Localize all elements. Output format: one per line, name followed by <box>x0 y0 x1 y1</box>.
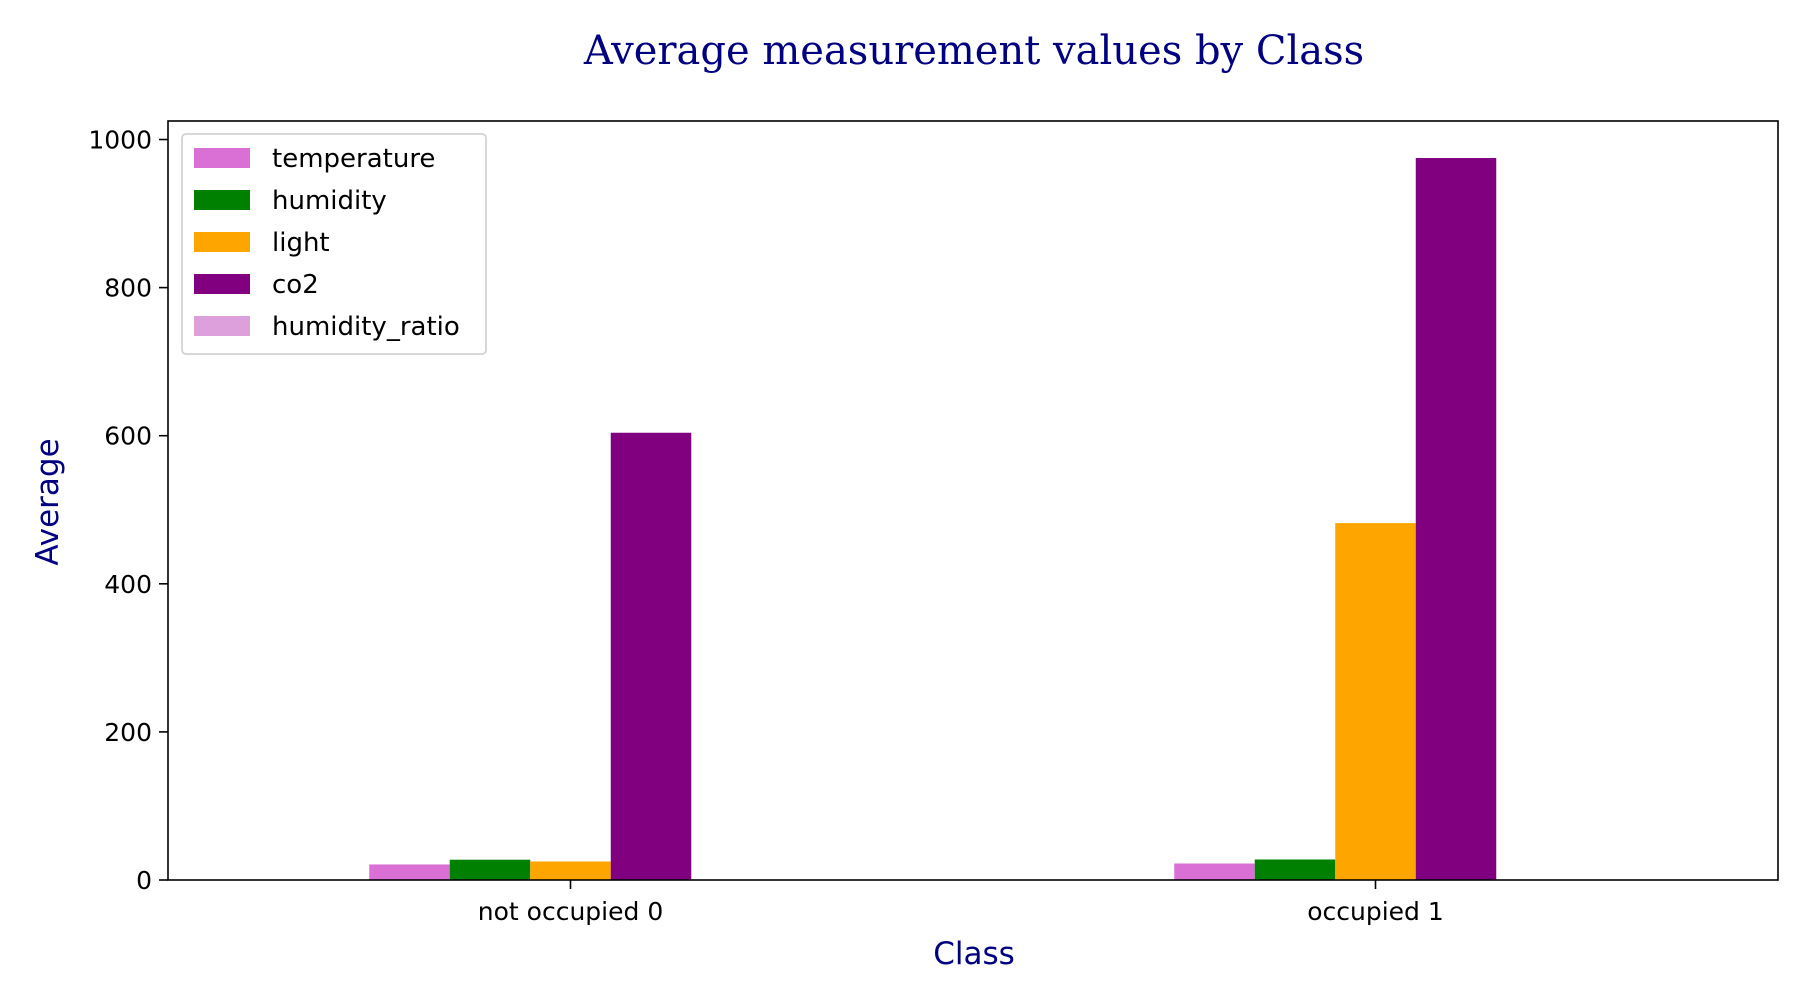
bar-light-0 <box>530 861 611 880</box>
legend-label-humidity_ratio: humidity_ratio <box>272 312 460 342</box>
y-axis-ticks: 0 200 400 600 800 1000 <box>88 126 168 895</box>
bar-temperature-1 <box>1174 863 1255 880</box>
legend-swatch-light <box>194 232 250 252</box>
bars-group <box>369 158 1577 880</box>
x-tick-label: not occupied 0 <box>478 897 663 926</box>
bar-light-1 <box>1335 523 1416 880</box>
x-axis-ticks: not occupied 0 occupied 1 <box>478 880 1444 926</box>
legend-label-light: light <box>272 228 330 258</box>
legend-label-temperature: temperature <box>272 144 435 174</box>
y-tick-label: 600 <box>104 422 152 451</box>
legend-swatch-co2 <box>194 274 250 294</box>
legend: temperature humidity light co2 humidity_rati… <box>181 133 487 355</box>
y-tick-label: 1000 <box>88 126 152 155</box>
x-tick-label: occupied 1 <box>1307 897 1444 926</box>
bar-co2-1 <box>1415 158 1497 880</box>
legend-swatch-humidity <box>194 190 250 210</box>
bar-co2-0 <box>610 432 692 880</box>
y-tick-label: 0 <box>136 866 152 895</box>
chart-title: Average measurement values by Class <box>583 28 1364 74</box>
y-tick-label: 800 <box>104 274 152 303</box>
legend-swatch-humidity_ratio <box>194 316 250 336</box>
bar-humidity-0 <box>449 859 531 880</box>
y-tick-label: 400 <box>104 570 152 599</box>
bar-humidity-1 <box>1254 859 1336 880</box>
y-tick-label: 200 <box>104 718 152 747</box>
legend-frame <box>181 133 487 355</box>
y-axis-label: Average <box>30 438 66 565</box>
plot-area-frame <box>167 120 1779 881</box>
legend-label-humidity: humidity <box>272 186 387 216</box>
legend-swatch-temperature <box>194 148 250 168</box>
legend-label-co2: co2 <box>272 270 319 300</box>
x-axis-label: Class <box>933 936 1015 972</box>
bar-temperature-0 <box>369 864 450 880</box>
